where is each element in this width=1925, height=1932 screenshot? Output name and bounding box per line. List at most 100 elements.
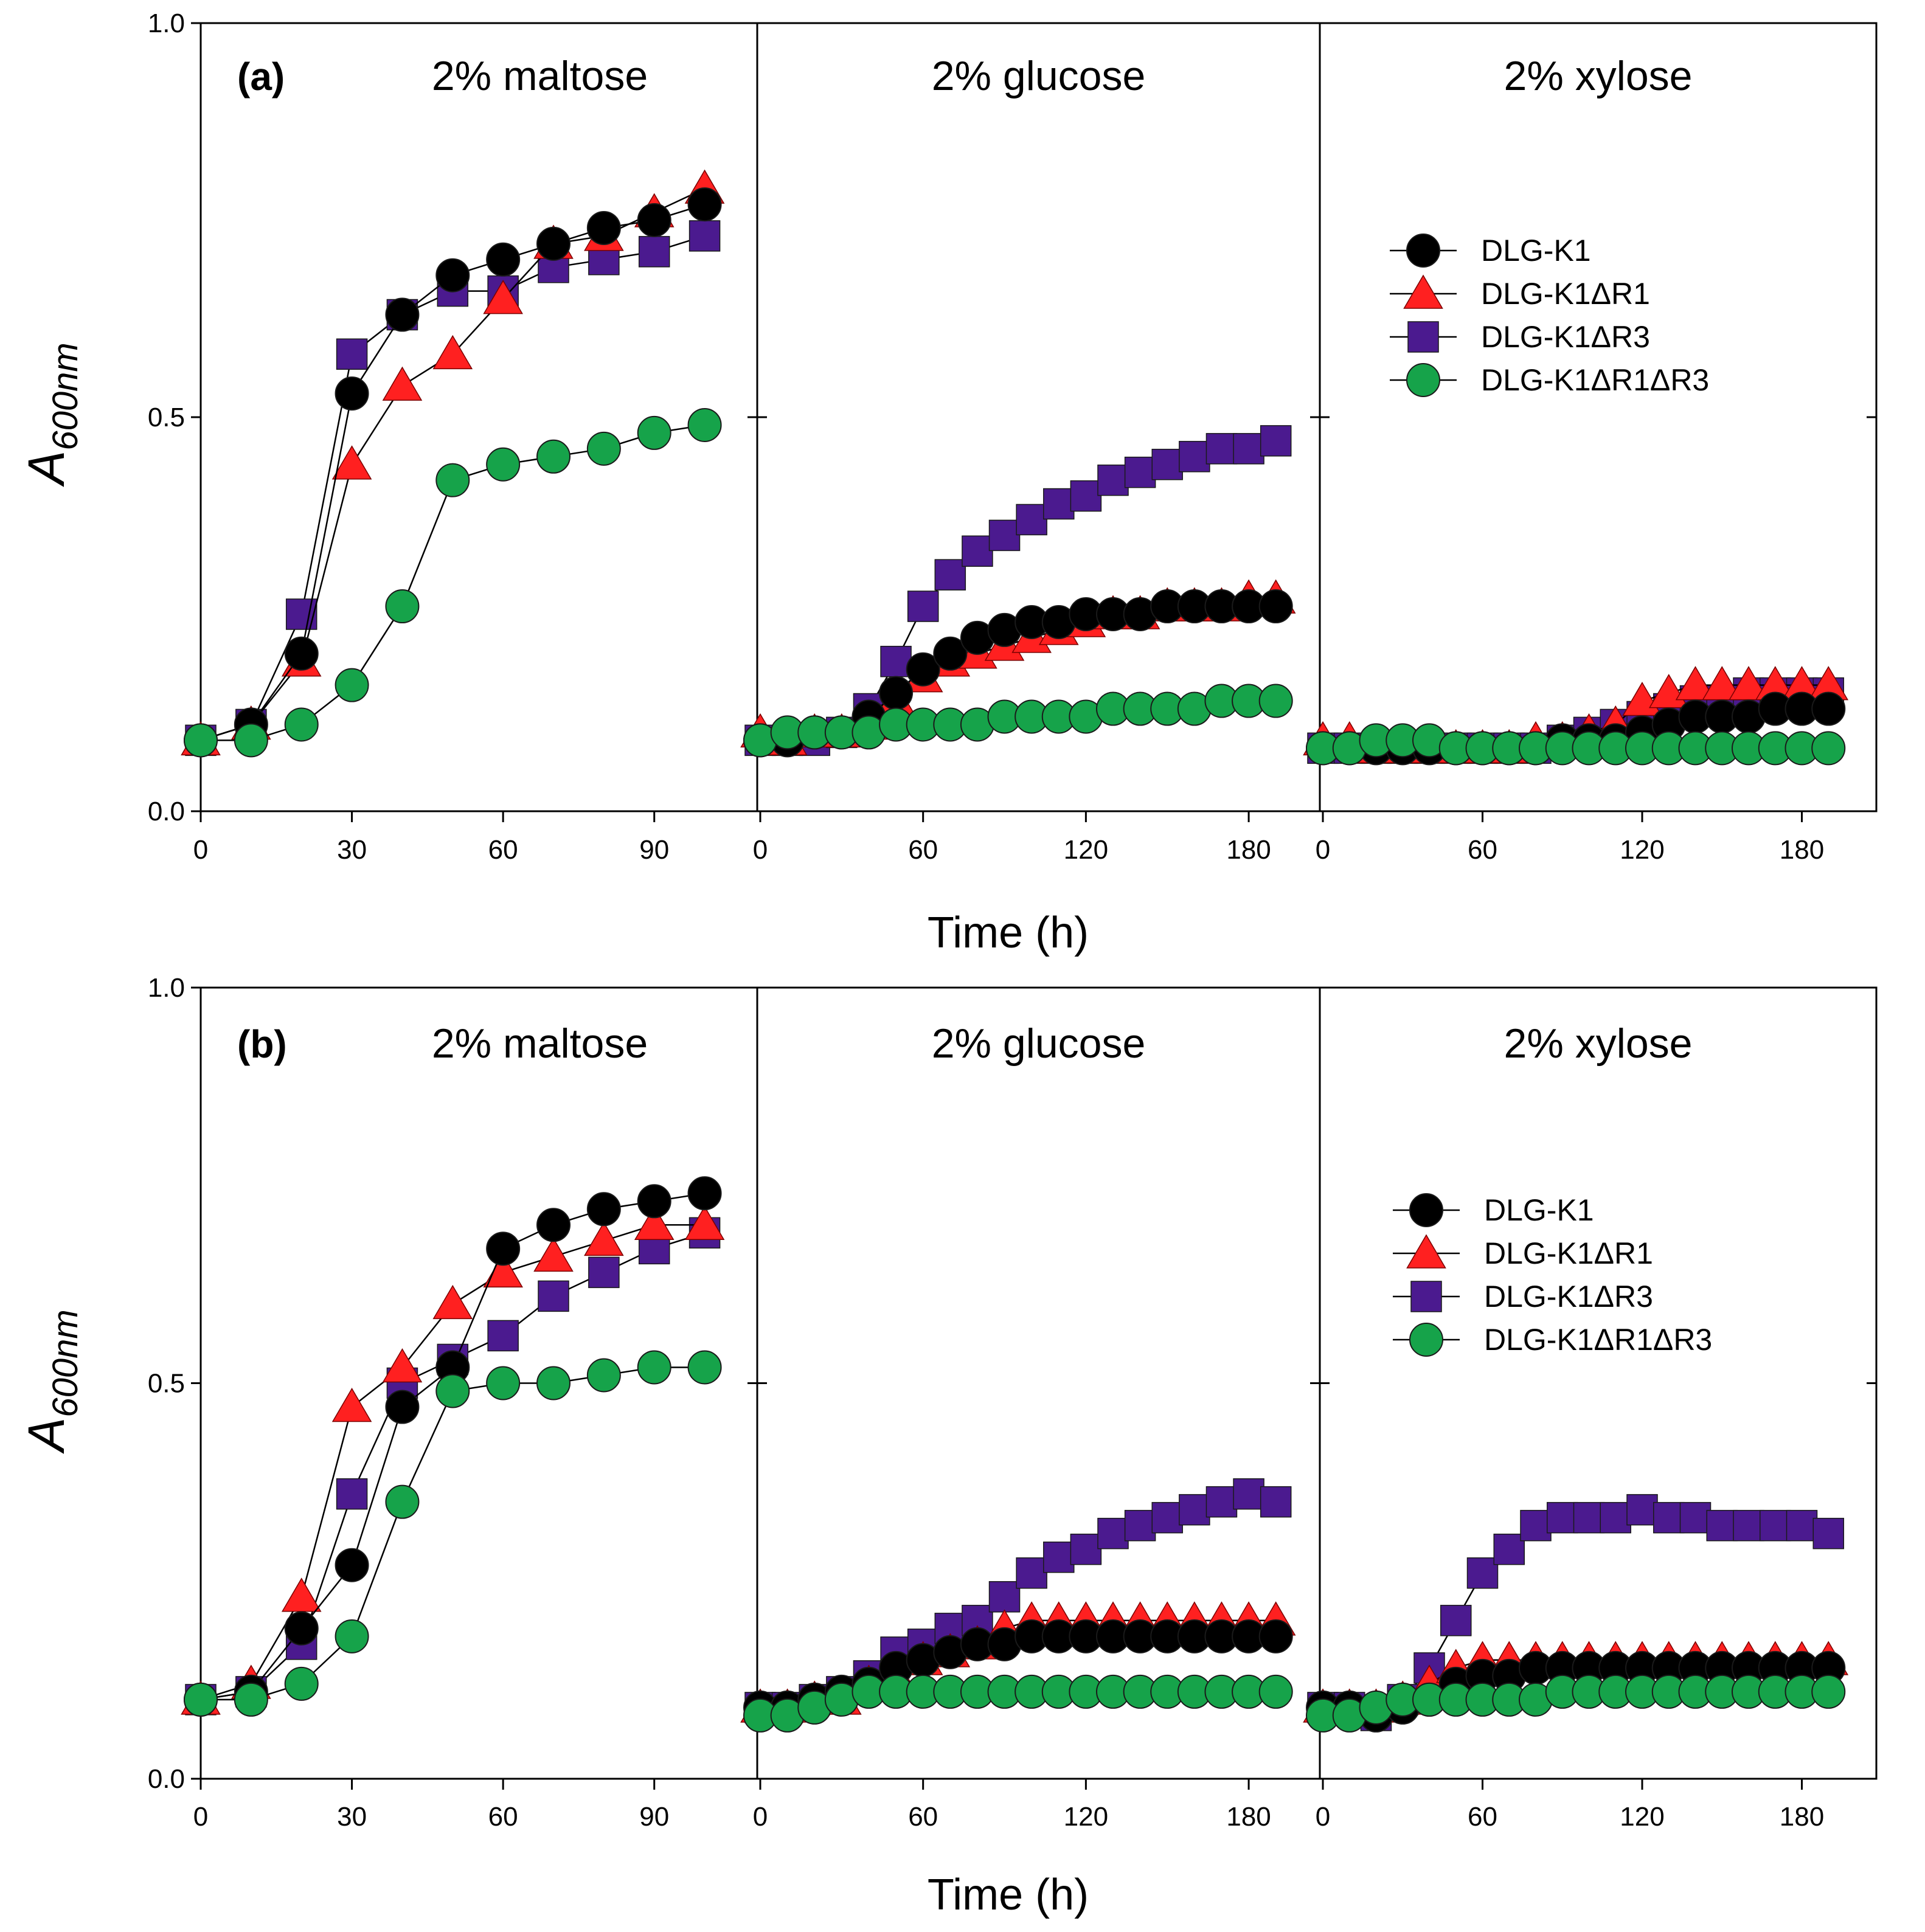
y-tick-label: 0.0 xyxy=(148,1764,185,1794)
x-tick-label: 90 xyxy=(639,1802,669,1832)
data-point xyxy=(284,707,319,742)
data-point xyxy=(1626,1494,1658,1526)
legend-label: DLG-K1ΔR1ΔR3 xyxy=(1484,1323,1712,1357)
data-point xyxy=(184,723,218,758)
x-tick-label: 60 xyxy=(908,835,938,865)
series-DLG-K1ΔR1ΔR3 xyxy=(1306,1674,1846,1733)
panel-tag: (b) xyxy=(237,1022,287,1066)
data-point xyxy=(382,1348,423,1383)
data-point xyxy=(536,439,571,474)
x-tick-label: 180 xyxy=(1780,835,1824,865)
data-point xyxy=(684,1205,725,1241)
series-DLG-K1ΔR1 xyxy=(181,1205,725,1715)
data-point xyxy=(536,1366,571,1401)
panel-2-maltose: 0 30 60 90 2% maltose (b) xyxy=(181,1020,725,1832)
data-point xyxy=(687,1350,722,1385)
legend-item: DLG-K1 xyxy=(1390,234,1591,268)
legend-item: DLG-K1 xyxy=(1393,1193,1594,1227)
data-point xyxy=(385,297,420,332)
data-point xyxy=(1679,1501,1712,1534)
data-point xyxy=(385,1390,420,1424)
y-axis-label-main: A xyxy=(18,1418,75,1455)
legend-label: DLG-K1ΔR3 xyxy=(1481,320,1650,354)
data-point xyxy=(1811,1674,1846,1709)
data-point xyxy=(285,598,317,630)
data-point xyxy=(1205,1486,1238,1518)
data-point xyxy=(1733,1509,1764,1542)
legend: DLG-K1 DLG-K1ΔR1 DLG-K1ΔR3 DLG-K1ΔR1ΔR3 xyxy=(1390,234,1709,397)
data-point xyxy=(284,1666,319,1701)
data-point xyxy=(1258,684,1293,718)
panel-title: 2% xylose xyxy=(1504,53,1693,99)
panel-2-xylose: 0 60 120 180 2% xylose DLG-K1 DLG-K1ΔR1 DLG-K1Δ… xyxy=(1303,53,1849,865)
data-point xyxy=(1097,464,1129,496)
x-tick-label: 120 xyxy=(1064,1802,1108,1832)
data-point xyxy=(234,1682,268,1717)
series-line xyxy=(201,1366,705,1701)
data-point xyxy=(538,1280,569,1312)
x-axis-label: Time (h) xyxy=(928,1871,1089,1919)
x-tick-label: 0 xyxy=(193,835,208,865)
data-point xyxy=(1760,1509,1791,1542)
panel-2-xylose: 0 60 120 180 2% xylose DLG-K1 DLG-K1ΔR1 DLG-K1Δ… xyxy=(1303,1020,1849,1832)
data-point xyxy=(382,366,423,401)
data-point xyxy=(335,1548,369,1582)
x-tick-label: 60 xyxy=(488,835,518,865)
data-point xyxy=(879,676,914,710)
data-point xyxy=(336,1478,368,1510)
data-point xyxy=(234,723,268,758)
x-axis-label: Time (h) xyxy=(928,909,1089,957)
x-tick-label: 60 xyxy=(908,1802,938,1832)
data-point xyxy=(586,1358,621,1393)
x-tick-label: 180 xyxy=(1226,835,1271,865)
legend-label: DLG-K1ΔR1 xyxy=(1481,277,1650,311)
panel-2-glucose: 0 60 120 180 2% glucose xyxy=(740,1020,1296,1832)
data-point xyxy=(637,415,671,450)
data-point xyxy=(584,1221,624,1256)
x-tick-label: 30 xyxy=(337,1802,367,1832)
data-point xyxy=(637,203,671,237)
y-tick-label: 0.5 xyxy=(148,403,185,432)
x-tick-label: 120 xyxy=(1064,835,1108,865)
y-axis-label: A600nm xyxy=(18,342,85,487)
legend-item: DLG-K1ΔR1 xyxy=(1390,274,1650,311)
data-point xyxy=(1547,1501,1578,1534)
data-point xyxy=(1097,1517,1129,1549)
data-point xyxy=(962,535,993,567)
panel-title: 2% xylose xyxy=(1504,1020,1693,1067)
x-tick-label: 0 xyxy=(1316,835,1330,865)
data-point xyxy=(385,589,420,624)
y-tick-label: 1.0 xyxy=(148,973,185,1003)
data-point xyxy=(281,1577,322,1612)
data-point xyxy=(934,559,966,590)
data-point xyxy=(588,1256,620,1289)
data-point xyxy=(432,1284,473,1320)
data-point xyxy=(988,519,1021,552)
legend-label: DLG-K1ΔR1 xyxy=(1484,1236,1653,1270)
data-point xyxy=(1070,1533,1102,1565)
data-point xyxy=(634,1205,675,1241)
legend-label: DLG-K1ΔR1ΔR3 xyxy=(1481,363,1709,397)
legend-marker xyxy=(1406,363,1440,397)
data-point xyxy=(1179,441,1210,473)
data-point xyxy=(1440,1605,1472,1636)
data-point xyxy=(1151,449,1183,480)
data-point xyxy=(435,1374,470,1408)
data-point xyxy=(1466,1557,1499,1589)
data-point xyxy=(432,334,473,370)
data-point xyxy=(586,431,621,466)
series-DLG-K1 xyxy=(184,187,722,758)
y-tick-label: 1.0 xyxy=(148,9,185,38)
series-line xyxy=(200,1193,705,1701)
data-point xyxy=(1258,1674,1293,1709)
series-DLG-K1ΔR1ΔR3 xyxy=(184,407,722,758)
panel-2-glucose: 0 60 120 180 2% glucose xyxy=(740,53,1296,865)
data-point xyxy=(687,1176,722,1211)
series-DLG-K1ΔR1ΔR3 xyxy=(184,1350,722,1717)
legend-item: DLG-K1ΔR1ΔR3 xyxy=(1393,1323,1712,1357)
data-point xyxy=(435,258,470,293)
data-point xyxy=(486,1366,521,1401)
data-point xyxy=(435,463,470,497)
data-point xyxy=(486,447,521,482)
